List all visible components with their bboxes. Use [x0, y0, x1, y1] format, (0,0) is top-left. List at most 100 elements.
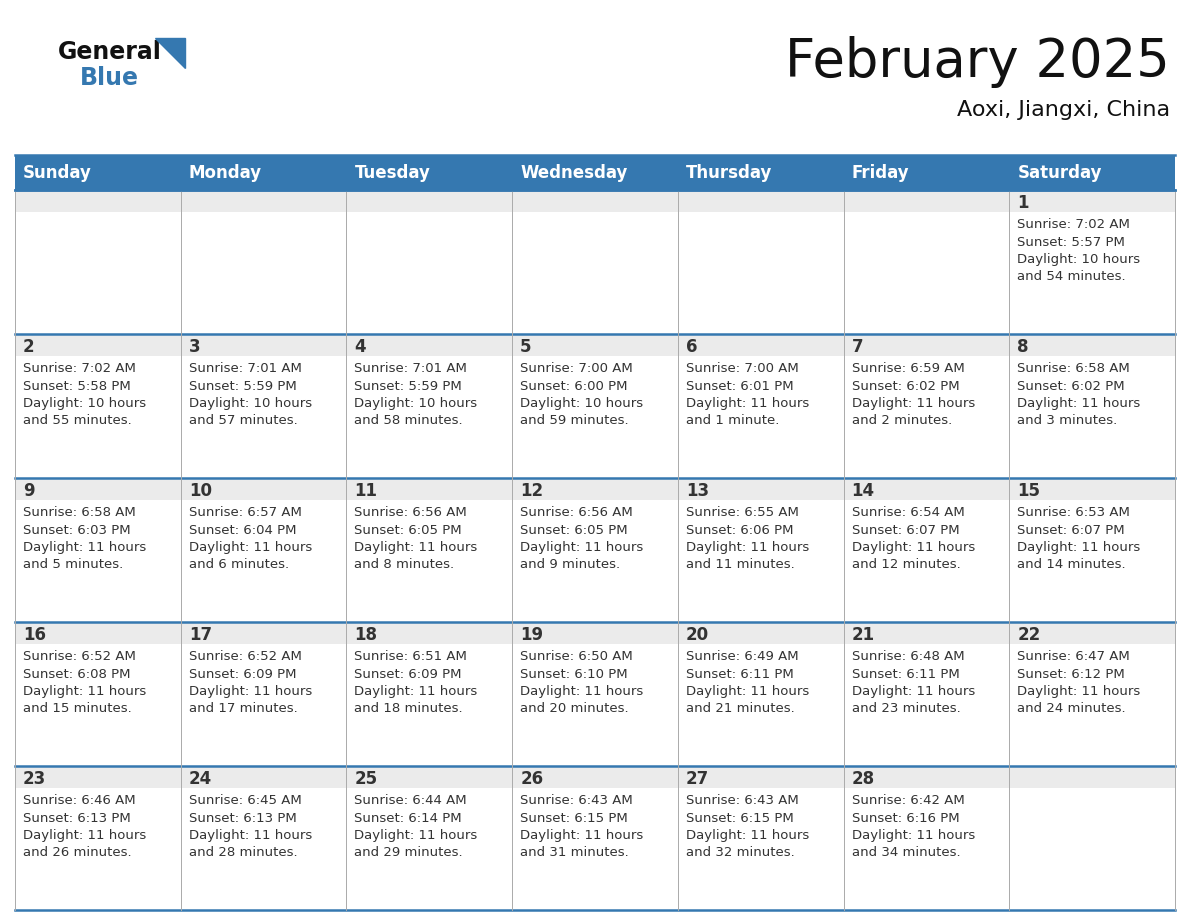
Text: Wednesday: Wednesday	[520, 163, 627, 182]
Text: Sunset: 6:11 PM: Sunset: 6:11 PM	[852, 667, 960, 680]
Bar	[843, 478, 1010, 500]
Text: Daylight: 11 hours: Daylight: 11 hours	[685, 541, 809, 554]
Text: Daylight: 11 hours: Daylight: 11 hours	[852, 685, 975, 698]
Text: Daylight: 11 hours: Daylight: 11 hours	[189, 541, 312, 554]
Text: 17: 17	[189, 626, 211, 644]
Text: Daylight: 11 hours: Daylight: 11 hours	[685, 397, 809, 410]
Bar	[181, 622, 347, 644]
Bar	[1010, 190, 1175, 212]
Text: 7: 7	[852, 338, 864, 356]
Bar	[15, 766, 181, 788]
Text: and 24 minutes.: and 24 minutes.	[1017, 702, 1126, 715]
Text: 1: 1	[1017, 194, 1029, 212]
Text: Sunrise: 6:53 AM: Sunrise: 6:53 AM	[1017, 506, 1130, 519]
Text: Daylight: 11 hours: Daylight: 11 hours	[852, 541, 975, 554]
Bar	[843, 644, 1010, 766]
Bar	[15, 644, 181, 766]
Text: Sunrise: 6:48 AM: Sunrise: 6:48 AM	[852, 650, 965, 663]
Text: and 57 minutes.: and 57 minutes.	[189, 415, 297, 428]
Bar	[347, 334, 512, 356]
Text: Sunset: 6:13 PM: Sunset: 6:13 PM	[23, 812, 131, 824]
Text: Daylight: 11 hours: Daylight: 11 hours	[189, 685, 312, 698]
Bar	[1010, 212, 1175, 334]
Text: 23: 23	[23, 770, 46, 788]
Text: Sunset: 5:57 PM: Sunset: 5:57 PM	[1017, 236, 1125, 249]
Text: Aoxi, Jiangxi, China: Aoxi, Jiangxi, China	[956, 100, 1170, 120]
Text: Tuesday: Tuesday	[354, 163, 430, 182]
Text: and 2 minutes.: and 2 minutes.	[852, 415, 952, 428]
Text: Sunset: 6:15 PM: Sunset: 6:15 PM	[685, 812, 794, 824]
Text: Sunset: 6:08 PM: Sunset: 6:08 PM	[23, 667, 131, 680]
Text: and 1 minute.: and 1 minute.	[685, 415, 779, 428]
Text: Sunset: 6:05 PM: Sunset: 6:05 PM	[520, 523, 627, 536]
Bar	[1010, 644, 1175, 766]
Text: Sunrise: 6:43 AM: Sunrise: 6:43 AM	[520, 794, 633, 807]
Text: Sunset: 6:04 PM: Sunset: 6:04 PM	[189, 523, 296, 536]
Text: and 17 minutes.: and 17 minutes.	[189, 702, 297, 715]
Bar	[15, 500, 181, 622]
Text: 11: 11	[354, 482, 378, 500]
Text: Sunrise: 6:50 AM: Sunrise: 6:50 AM	[520, 650, 633, 663]
Bar	[1010, 766, 1175, 788]
Text: Saturday: Saturday	[1017, 163, 1101, 182]
Text: Daylight: 11 hours: Daylight: 11 hours	[23, 685, 146, 698]
Text: Sunset: 6:07 PM: Sunset: 6:07 PM	[1017, 523, 1125, 536]
Bar	[347, 644, 512, 766]
Text: Sunset: 5:59 PM: Sunset: 5:59 PM	[189, 379, 297, 393]
Bar	[347, 478, 512, 500]
Text: and 12 minutes.: and 12 minutes.	[852, 558, 960, 572]
Bar	[15, 190, 181, 212]
Text: Sunrise: 7:02 AM: Sunrise: 7:02 AM	[1017, 218, 1130, 231]
Bar	[512, 190, 678, 212]
Bar	[15, 478, 181, 500]
Bar	[181, 212, 347, 334]
Text: Sunset: 6:13 PM: Sunset: 6:13 PM	[189, 812, 297, 824]
Text: Sunrise: 6:47 AM: Sunrise: 6:47 AM	[1017, 650, 1130, 663]
Text: Daylight: 10 hours: Daylight: 10 hours	[23, 397, 146, 410]
Bar	[347, 356, 512, 478]
Text: Daylight: 11 hours: Daylight: 11 hours	[1017, 541, 1140, 554]
Text: Sunset: 6:00 PM: Sunset: 6:00 PM	[520, 379, 627, 393]
Text: February 2025: February 2025	[785, 36, 1170, 88]
Bar	[15, 212, 181, 334]
Bar	[15, 356, 181, 478]
Bar	[678, 644, 843, 766]
Bar	[181, 644, 347, 766]
Text: Sunset: 5:58 PM: Sunset: 5:58 PM	[23, 379, 131, 393]
Text: Daylight: 11 hours: Daylight: 11 hours	[354, 541, 478, 554]
Text: 6: 6	[685, 338, 697, 356]
Text: Sunrise: 6:45 AM: Sunrise: 6:45 AM	[189, 794, 302, 807]
Text: Sunday: Sunday	[23, 163, 91, 182]
Text: Blue: Blue	[80, 66, 139, 90]
Text: Sunrise: 6:42 AM: Sunrise: 6:42 AM	[852, 794, 965, 807]
Text: Monday: Monday	[189, 163, 261, 182]
Text: Sunrise: 6:55 AM: Sunrise: 6:55 AM	[685, 506, 798, 519]
Text: and 59 minutes.: and 59 minutes.	[520, 415, 628, 428]
Text: Sunrise: 6:57 AM: Sunrise: 6:57 AM	[189, 506, 302, 519]
Text: Sunset: 6:12 PM: Sunset: 6:12 PM	[1017, 667, 1125, 680]
Text: Sunset: 6:07 PM: Sunset: 6:07 PM	[852, 523, 959, 536]
Text: 10: 10	[189, 482, 211, 500]
Text: Sunset: 6:09 PM: Sunset: 6:09 PM	[189, 667, 296, 680]
Text: and 23 minutes.: and 23 minutes.	[852, 702, 960, 715]
Bar	[1010, 356, 1175, 478]
Text: Sunset: 6:10 PM: Sunset: 6:10 PM	[520, 667, 627, 680]
Text: Daylight: 11 hours: Daylight: 11 hours	[23, 829, 146, 842]
Text: Thursday: Thursday	[685, 163, 772, 182]
Polygon shape	[154, 38, 185, 68]
Text: Sunset: 6:01 PM: Sunset: 6:01 PM	[685, 379, 794, 393]
Text: Sunrise: 7:00 AM: Sunrise: 7:00 AM	[685, 362, 798, 375]
Bar	[1010, 500, 1175, 622]
Text: Daylight: 10 hours: Daylight: 10 hours	[354, 397, 478, 410]
Text: Sunrise: 7:01 AM: Sunrise: 7:01 AM	[354, 362, 467, 375]
Bar	[15, 622, 181, 644]
Bar	[512, 212, 678, 334]
Text: Sunset: 6:03 PM: Sunset: 6:03 PM	[23, 523, 131, 536]
Text: 19: 19	[520, 626, 543, 644]
Text: 12: 12	[520, 482, 543, 500]
Text: Sunset: 5:59 PM: Sunset: 5:59 PM	[354, 379, 462, 393]
Text: 4: 4	[354, 338, 366, 356]
Text: and 11 minutes.: and 11 minutes.	[685, 558, 795, 572]
Text: and 3 minutes.: and 3 minutes.	[1017, 415, 1118, 428]
Text: 9: 9	[23, 482, 34, 500]
